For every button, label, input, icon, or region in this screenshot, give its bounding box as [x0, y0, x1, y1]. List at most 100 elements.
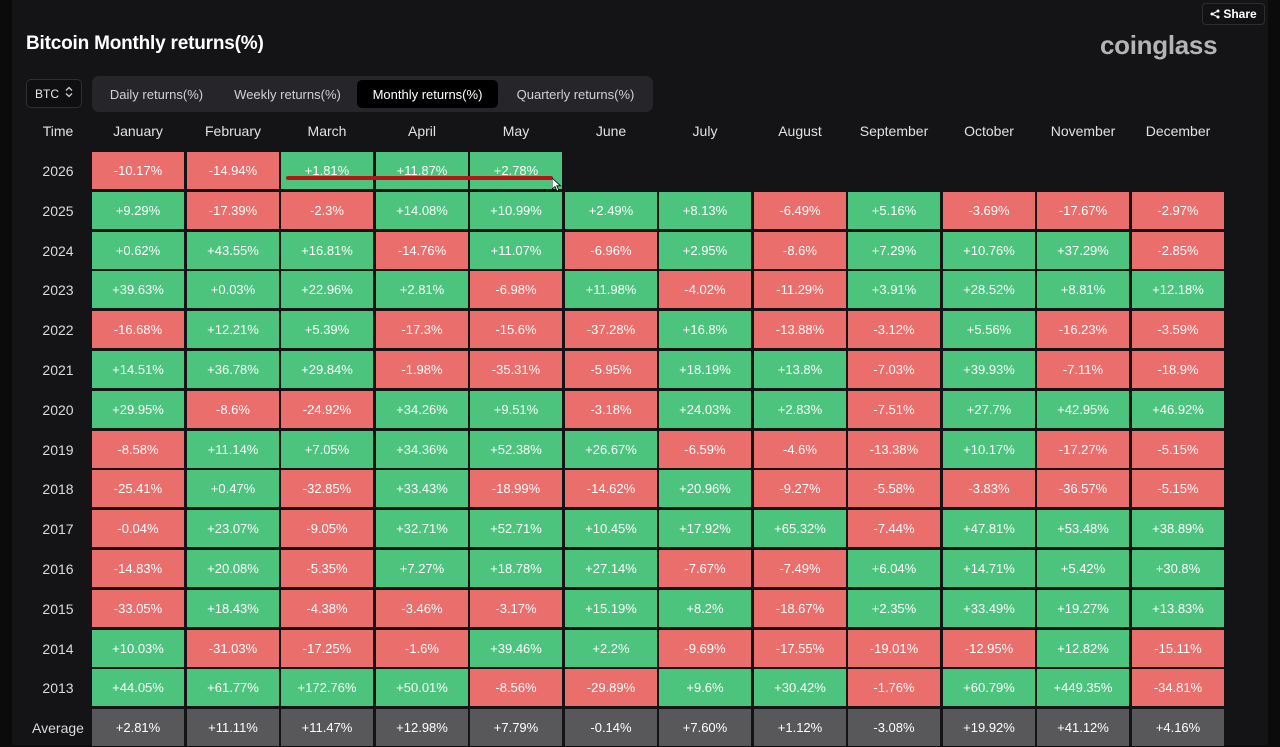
return-cell: -6.96% [565, 232, 657, 269]
average-cell: +7.79% [470, 709, 562, 746]
return-cell: -17.3% [376, 311, 468, 348]
return-cell: -1.6% [376, 630, 468, 667]
return-cell: -8.58% [92, 431, 184, 468]
tab-daily-returns[interactable]: Daily returns(%) [109, 86, 204, 102]
return-cell: -31.03% [187, 630, 279, 667]
return-cell: +19.27% [1037, 590, 1129, 627]
return-cell: -8.56% [470, 669, 562, 706]
month-header: December [1145, 123, 1211, 139]
return-cell: -4.6% [754, 431, 846, 468]
return-cell: +12.21% [187, 311, 279, 348]
return-cell: +8.2% [659, 590, 751, 627]
average-cell: +11.47% [281, 709, 373, 746]
tab-monthly-returns[interactable]: Monthly returns(%) [357, 80, 498, 108]
return-cell: -12.95% [943, 630, 1035, 667]
return-cell: +20.08% [187, 550, 279, 587]
return-cell: -3.17% [470, 590, 562, 627]
page-title: Bitcoin Monthly returns(%) [26, 33, 264, 54]
return-cell: +24.03% [659, 391, 751, 428]
return-cell: +33.49% [943, 590, 1035, 627]
return-cell: -32.85% [281, 470, 373, 507]
return-cell: +53.48% [1037, 510, 1129, 547]
return-cell: +42.95% [1037, 391, 1129, 428]
return-cell: +0.03% [187, 271, 279, 308]
return-cell: +30.42% [754, 669, 846, 706]
return-cell: -7.67% [659, 550, 751, 587]
average-label: Average [32, 720, 84, 736]
return-cell: +27.7% [943, 391, 1035, 428]
average-cell: -0.14% [565, 709, 657, 746]
return-cell: +43.55% [187, 232, 279, 269]
return-cell: +14.51% [92, 351, 184, 388]
return-cell: -15.6% [470, 311, 562, 348]
month-header: May [502, 123, 530, 139]
return-cell: +61.77% [187, 669, 279, 706]
return-cell: +60.79% [943, 669, 1035, 706]
return-cell: +13.8% [754, 351, 846, 388]
return-cell: -1.98% [376, 351, 468, 388]
return-cell: +5.16% [848, 192, 940, 229]
return-cell: +6.04% [848, 550, 940, 587]
year-label: 2020 [42, 402, 74, 418]
return-period-tabs: Daily returns(%) Weekly returns(%) Month… [92, 76, 653, 112]
month-header: September [859, 123, 929, 139]
return-cell: +15.19% [565, 590, 657, 627]
return-cell: +28.52% [943, 271, 1035, 308]
return-cell: +2.35% [848, 590, 940, 627]
return-cell: +16.81% [281, 232, 373, 269]
year-label: 2013 [42, 680, 74, 696]
return-cell: +11.98% [565, 271, 657, 308]
return-cell: +39.93% [943, 351, 1035, 388]
return-cell: +2.2% [565, 630, 657, 667]
return-cell: +12.82% [1037, 630, 1129, 667]
return-cell: +17.92% [659, 510, 751, 547]
return-cell: -4.38% [281, 590, 373, 627]
asset-select[interactable]: BTC [26, 79, 82, 108]
year-label: 2016 [42, 561, 74, 577]
return-cell: -24.92% [281, 391, 373, 428]
return-cell: -2.97% [1132, 192, 1224, 229]
return-cell: +20.96% [659, 470, 751, 507]
share-label: Share [1223, 7, 1257, 21]
return-cell: +16.8% [659, 311, 751, 348]
tab-weekly-returns[interactable]: Weekly returns(%) [234, 86, 341, 102]
average-cell: +41.12% [1037, 709, 1129, 746]
return-cell: +9.29% [92, 192, 184, 229]
year-label: 2024 [42, 243, 74, 259]
return-cell: -7.03% [848, 351, 940, 388]
return-cell: +0.62% [92, 232, 184, 269]
return-cell: +9.6% [659, 669, 751, 706]
average-cell: +1.12% [754, 709, 846, 746]
month-header: August [778, 123, 822, 139]
return-cell: +1.81% [281, 152, 373, 189]
return-cell: +27.14% [565, 550, 657, 587]
coinglass-logo: coinglass [1100, 30, 1218, 60]
return-cell: +18.78% [470, 550, 562, 587]
return-cell: +29.95% [92, 391, 184, 428]
return-cell: -3.18% [565, 391, 657, 428]
return-cell: -10.17% [92, 152, 184, 189]
share-button[interactable]: Share [1202, 3, 1265, 25]
return-cell: +3.91% [848, 271, 940, 308]
return-cell: +449.35% [1037, 669, 1129, 706]
return-cell: +9.51% [470, 391, 562, 428]
return-cell: +2.95% [659, 232, 751, 269]
return-cell: -19.01% [848, 630, 940, 667]
return-cell: +13.83% [1132, 590, 1224, 627]
return-cell: -5.15% [1132, 470, 1224, 507]
return-cell: -5.15% [1132, 431, 1224, 468]
year-label: 2019 [42, 442, 74, 458]
return-cell: +0.47% [187, 470, 279, 507]
tab-quarterly-returns[interactable]: Quarterly returns(%) [516, 86, 635, 102]
cursor-arrow-icon [551, 177, 562, 197]
return-cell: -33.05% [92, 590, 184, 627]
month-header: January [113, 123, 163, 139]
average-cell: +7.60% [659, 709, 751, 746]
red-underline-annotation [286, 176, 553, 180]
return-cell: +65.32% [754, 510, 846, 547]
return-cell: +7.27% [376, 550, 468, 587]
return-cell: +32.71% [376, 510, 468, 547]
return-cell: +50.01% [376, 669, 468, 706]
return-cell: +11.87% [376, 152, 468, 189]
return-cell: +18.19% [659, 351, 751, 388]
